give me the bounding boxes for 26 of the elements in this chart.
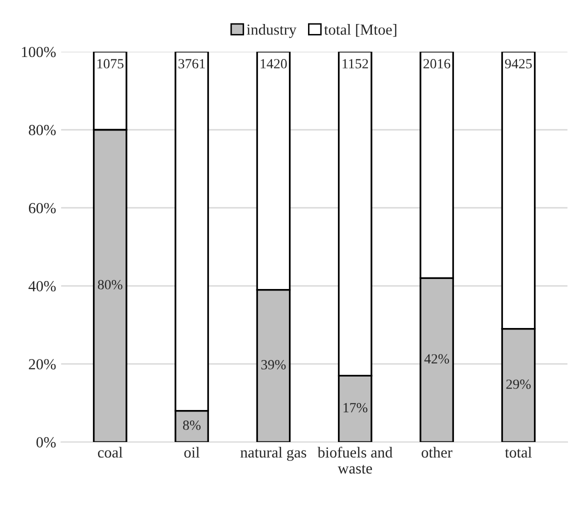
data-label: 42% bbox=[424, 354, 450, 364]
annotation: 1152 bbox=[342, 59, 368, 68]
y-tick-label: 60% bbox=[28, 202, 56, 214]
x-tick-label: coal bbox=[98, 446, 123, 458]
annotation: 3761 bbox=[178, 59, 205, 68]
x-tick-label: other bbox=[422, 446, 452, 458]
y-tick-label: 40% bbox=[28, 281, 56, 292]
y-tick-label: 0% bbox=[36, 437, 56, 448]
data-label: 8% bbox=[183, 420, 201, 430]
legend-label: total [Mtoe] bbox=[324, 24, 396, 37]
x-tick-label: oil bbox=[184, 446, 200, 458]
legend-label: industry bbox=[246, 24, 296, 38]
y-tick-label: 80% bbox=[28, 124, 56, 136]
x-tick-label: natural gas bbox=[240, 446, 306, 461]
annotation: 1420 bbox=[260, 59, 287, 68]
x-tick-label: total bbox=[505, 446, 532, 458]
data-label: 39% bbox=[261, 360, 286, 370]
y-tick-label: 20% bbox=[28, 359, 56, 370]
data-label: 80% bbox=[98, 280, 122, 290]
x-tick-label: biofuels and waste bbox=[318, 446, 392, 474]
data-label: 29% bbox=[506, 380, 531, 389]
data-label: 17% bbox=[344, 402, 368, 412]
annotation: 2016 bbox=[424, 59, 450, 68]
y-tick-label: 100% bbox=[22, 46, 56, 58]
annotation: 9425 bbox=[505, 59, 532, 68]
annotation: 1075 bbox=[97, 59, 124, 68]
